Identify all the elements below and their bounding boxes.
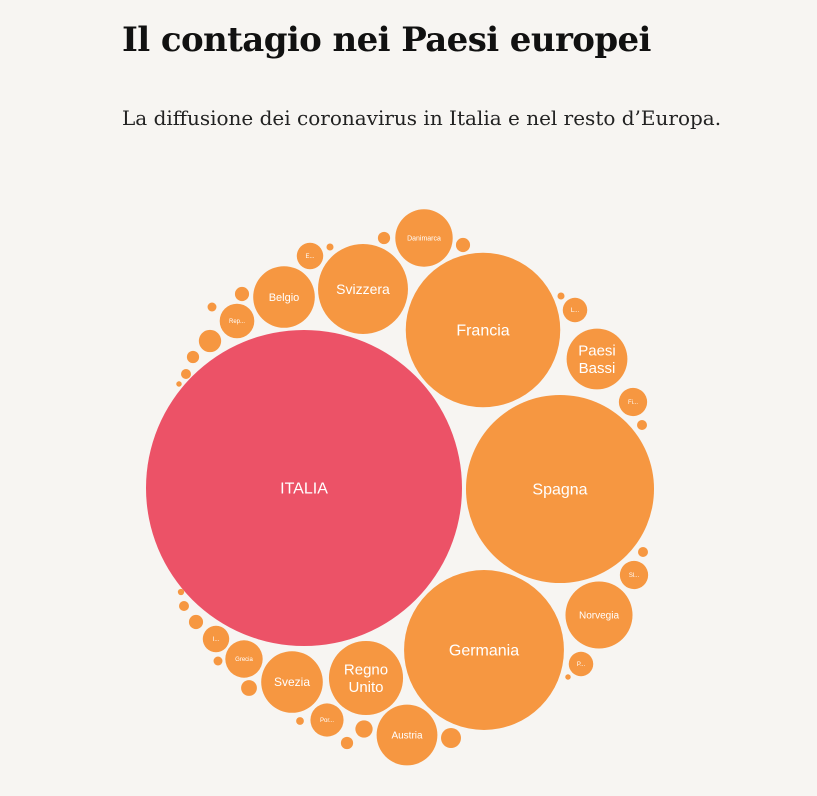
bubble-grecia	[225, 640, 263, 678]
bubble-unlabeled-39	[326, 243, 334, 251]
bubble-danimarca	[395, 209, 453, 267]
bubble-label-e: E...	[305, 254, 314, 260]
bubble-por	[310, 703, 344, 737]
bubble-unlabeled-32	[637, 420, 647, 430]
bubble-svizzera	[318, 244, 408, 334]
bubble-label-sl: Sl...	[629, 573, 640, 579]
bubble-label-grecia: Grecia	[235, 657, 253, 663]
bubble-label-rep: Rep...	[229, 319, 245, 325]
bubble-unlabeled-36	[207, 302, 217, 312]
bubble-i	[202, 625, 230, 653]
bubble-belgio	[253, 266, 315, 328]
bubble-unlabeled-40	[177, 588, 185, 596]
bubble-unlabeled-30	[186, 350, 200, 364]
bubble-unlabeled-24	[241, 680, 257, 696]
bubble-unlabeled-26	[455, 237, 471, 253]
bubble-unlabeled-22	[441, 728, 461, 748]
bubble-sl	[619, 560, 649, 590]
bubble-regno-unito	[328, 640, 404, 716]
bubble-unlabeled-38	[557, 292, 565, 300]
bubble-unlabeled-28	[377, 231, 391, 245]
bubble-austria	[376, 704, 438, 766]
bubble-label-belgio: Belgio	[269, 292, 300, 304]
bubble-unlabeled-27	[234, 286, 250, 302]
bubble-label-danimarca: Danimarca	[407, 235, 441, 242]
bubble-e	[296, 242, 324, 270]
bubble-unlabeled-37	[296, 717, 304, 725]
bubble-label-francia: Francia	[456, 323, 509, 340]
bubble-label-paesi-bassi: Paesi Bassi	[578, 343, 616, 377]
bubble-label-austria: Austria	[391, 731, 423, 742]
bubble-label-i: I...	[213, 637, 220, 643]
bubble-italia	[146, 330, 462, 646]
bubble-label-italia: ITALIA	[280, 481, 328, 498]
bubble-spagna	[465, 394, 655, 584]
bubble-label-norvegia: Norvegia	[579, 611, 619, 622]
bubble-label-p: P...	[577, 662, 586, 668]
bubble-paesi-bassi	[566, 328, 628, 390]
bubble-label-svizzera: Svizzera	[336, 281, 390, 297]
bubble-unlabeled-23	[355, 720, 373, 738]
bubble-unlabeled-35	[213, 656, 223, 666]
bubble-label-germania: Germania	[449, 643, 519, 660]
bubble-svezia	[261, 651, 323, 713]
bubble-label-fi: Fi...	[628, 400, 638, 406]
bubble-francia	[405, 252, 561, 408]
bubble-norvegia	[565, 581, 633, 649]
bubble-unlabeled-21	[198, 329, 222, 353]
bubble-fi	[618, 387, 648, 417]
bubble-unlabeled-29	[340, 736, 354, 750]
bubble-label-por: Por...	[320, 718, 334, 724]
bubble-label-regno-unito: Regno Unito	[344, 662, 388, 696]
page-title: Il contagio nei Paesi europei	[122, 20, 651, 60]
bubble-unlabeled-34	[181, 369, 191, 379]
bubble-label-l: L...	[571, 308, 580, 314]
bubble-unlabeled-33	[179, 601, 189, 611]
page-subtitle: La diffusione dei coronavirus in Italia …	[122, 106, 722, 130]
bubble-rep	[219, 303, 255, 339]
bubble-unlabeled-31	[638, 547, 648, 557]
bubble-unlabeled-25	[188, 614, 204, 630]
bubble-label-svezia: Svezia	[274, 675, 310, 689]
bubble-unlabeled-42	[565, 674, 571, 680]
bubble-germania	[404, 570, 564, 730]
bubble-p	[568, 651, 594, 677]
bubble-label-spagna: Spagna	[532, 482, 587, 499]
bubble-l	[562, 297, 588, 323]
bubble-unlabeled-41	[176, 381, 182, 387]
